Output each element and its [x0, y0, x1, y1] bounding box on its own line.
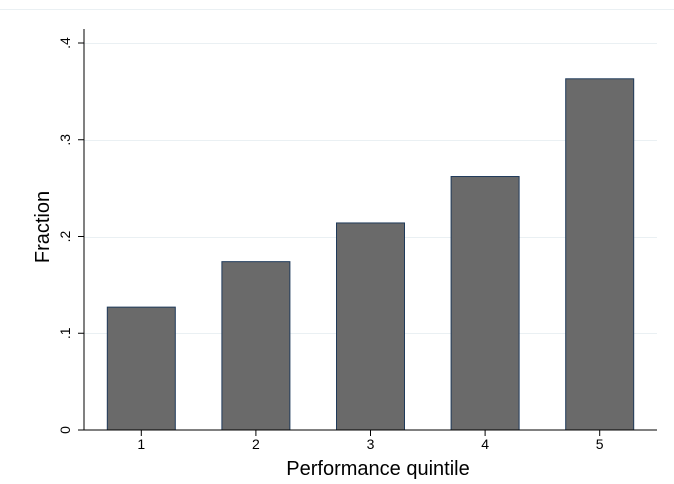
y-tick-label-0: 0 — [57, 426, 73, 434]
bar-3 — [336, 222, 405, 431]
bar-1 — [106, 306, 176, 431]
x-axis-ticks: 1 2 3 4 5 — [137, 430, 604, 452]
x-tick-label-4: 4 — [481, 436, 489, 452]
bar-4 — [450, 176, 520, 431]
x-tick-label-2: 2 — [252, 436, 260, 452]
y-tick-label-2: .2 — [57, 230, 73, 242]
x-tick-label-5: 5 — [596, 436, 604, 452]
bar-2 — [221, 261, 291, 431]
x-tick-label-1: 1 — [137, 436, 145, 452]
x-tick-label-3: 3 — [367, 436, 375, 452]
y-tick-label-4: .4 — [57, 37, 73, 49]
y-axis-label: Fraction — [32, 191, 54, 263]
x-axis-label: Performance quintile — [286, 458, 469, 480]
y-axis-ticks: 0 .1 .2 .3 .4 — [57, 37, 84, 434]
y-tick-label-1: .1 — [57, 327, 73, 339]
bar-5 — [565, 78, 635, 431]
y-tick-label-3: .3 — [57, 134, 73, 146]
bars — [106, 78, 635, 431]
